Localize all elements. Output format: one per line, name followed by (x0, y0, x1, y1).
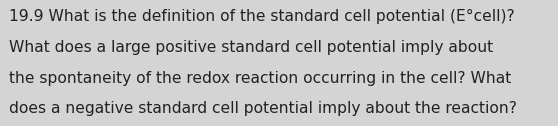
Text: 19.9 What is the definition of the standard cell potential (E°cell)?: 19.9 What is the definition of the stand… (9, 9, 514, 24)
Text: does a negative standard cell potential imply about the reaction?: does a negative standard cell potential … (9, 101, 517, 116)
Text: the spontaneity of the redox reaction occurring in the cell? What: the spontaneity of the redox reaction oc… (9, 71, 511, 86)
Text: What does a large positive standard cell potential imply about: What does a large positive standard cell… (9, 40, 493, 55)
